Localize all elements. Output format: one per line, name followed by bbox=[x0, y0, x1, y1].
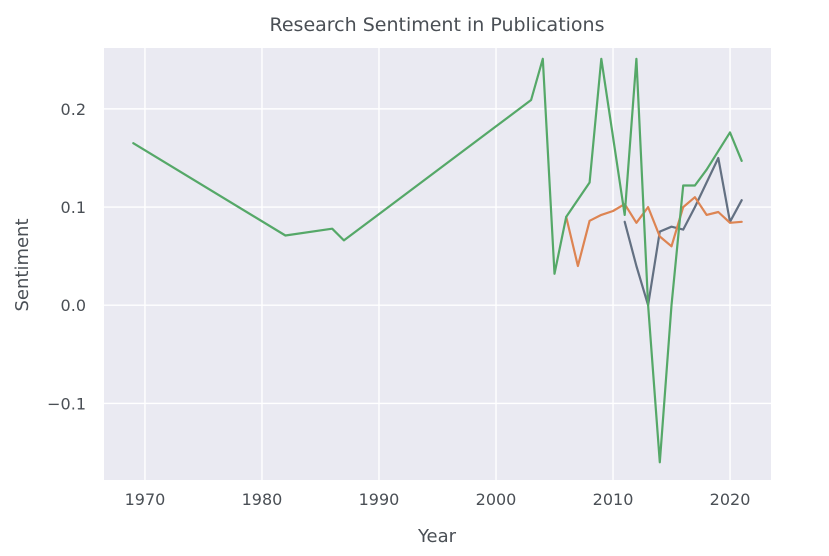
plot-area bbox=[104, 48, 771, 480]
x-tick-label: 2000 bbox=[476, 490, 517, 509]
series-line-1 bbox=[623, 156, 743, 307]
x-tick-label: 2020 bbox=[710, 490, 751, 509]
x-tick-label: 1990 bbox=[359, 490, 400, 509]
series-lines bbox=[132, 57, 743, 464]
series-line-2 bbox=[565, 196, 743, 268]
series-line-3 bbox=[132, 57, 743, 464]
x-axis-label: Year bbox=[417, 526, 457, 547]
y-tick-label: 0.0 bbox=[61, 296, 86, 315]
x-tick-label: 1970 bbox=[125, 490, 166, 509]
y-axis-label: Sentiment bbox=[12, 218, 33, 311]
x-tick-label: 1980 bbox=[242, 490, 283, 509]
x-tick-label: 2010 bbox=[593, 490, 634, 509]
y-tick-label: −0.1 bbox=[47, 394, 86, 413]
grid-lines bbox=[104, 48, 771, 480]
chart-title: Research Sentiment in Publications bbox=[270, 14, 605, 36]
y-tick-label: 0.2 bbox=[61, 100, 86, 119]
y-tick-label: 0.1 bbox=[61, 198, 86, 217]
tick-labels: 1970 1980 1990 2000 2010 2020 −0.1 0.0 0.1 0.2 bbox=[47, 100, 750, 509]
